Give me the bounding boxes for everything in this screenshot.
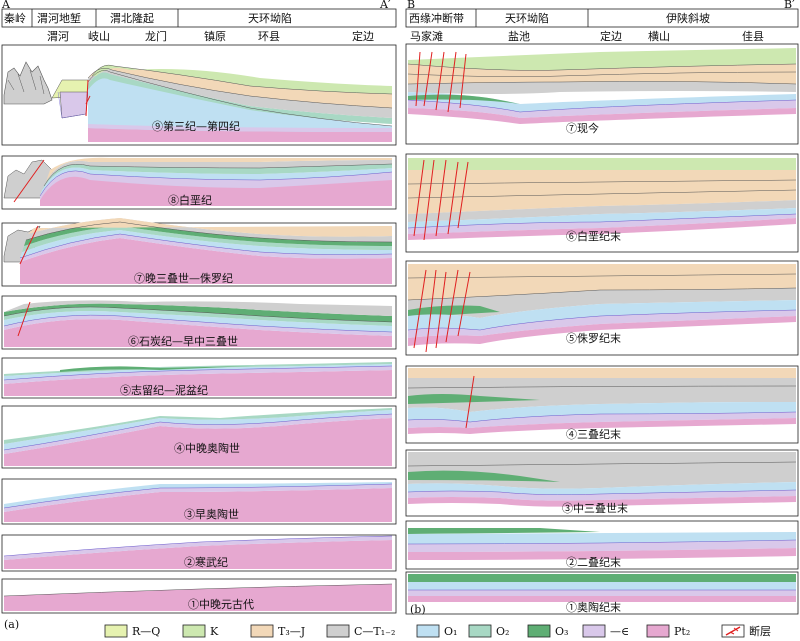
stage-label-left-5: ⑤志留纪—泥盆纪 bbox=[120, 383, 208, 397]
right-place-names: 马家滩 盐池 定边 横山 佳县 bbox=[410, 29, 764, 43]
legend-label: T₃—J bbox=[278, 625, 305, 638]
legend-label: O₂ bbox=[496, 625, 509, 638]
left-region-label: 天环坳陷 bbox=[248, 11, 292, 25]
right-panel-7: ⑦现今 bbox=[405, 43, 799, 145]
place-label: 马家滩 bbox=[410, 29, 443, 43]
legend-label: C—T₁₋₂ bbox=[354, 625, 395, 638]
legend: R—Q K T₃—J C—T₁₋₂ O₁ O₂ O₃ —∈ Pt₂ 断层 bbox=[104, 624, 771, 638]
left-panel-8: ⑧白垩纪 bbox=[1, 155, 397, 210]
left-corner-end: A′ bbox=[379, 0, 391, 11]
left-panel-2: ②寒武纪 bbox=[1, 534, 397, 572]
right-region-label: 天环坳陷 bbox=[505, 11, 549, 25]
left-panel-5: ⑤志留纪—泥盆纪 bbox=[1, 357, 397, 399]
legend-label: K bbox=[210, 625, 219, 638]
place-label: 定边 bbox=[600, 29, 622, 43]
legend-label: Pt₂ bbox=[674, 625, 690, 638]
panel-label-b: (b) bbox=[410, 603, 426, 616]
right-panel-3: ③中三叠世末 bbox=[405, 449, 799, 517]
stage-label-left-9: ⑨第三纪—第四纪 bbox=[152, 119, 240, 133]
left-region-label: 秦岭 bbox=[4, 11, 26, 25]
fault-symbol bbox=[725, 626, 741, 636]
stage-label-left-2: ②寒武纪 bbox=[184, 555, 228, 569]
place-label: 环县 bbox=[258, 30, 280, 43]
right-panel-4: ④三叠纪末 bbox=[405, 365, 799, 444]
left-panel-1: ①中晚元古代 (a) bbox=[1, 578, 397, 631]
right-panel-2: ②二叠纪末 bbox=[405, 520, 799, 570]
left-region-label: 渭河地堑 bbox=[37, 11, 81, 25]
right-panel-6: ⑥白垩纪末 bbox=[405, 153, 799, 253]
left-corner-start: A bbox=[1, 0, 11, 11]
legend-swatch bbox=[646, 624, 670, 638]
stage-label-left-4: ④中晚奥陶世 bbox=[174, 441, 240, 455]
place-label: 佳县 bbox=[742, 29, 764, 43]
left-place-names: 渭河 岐山 龙门 镇原 环县 定边 bbox=[47, 29, 374, 43]
place-label: 镇原 bbox=[204, 29, 226, 43]
left-panel-9: ⑨第三纪—第四纪 bbox=[1, 44, 397, 146]
left-panel-7: ⑦晚三叠世—侏罗纪 bbox=[1, 218, 397, 287]
stage-label-left-7: ⑦晚三叠世—侏罗纪 bbox=[134, 272, 233, 285]
left-header: A A′ 秦岭 渭河地堑 渭北隆起 天环坳陷 bbox=[1, 0, 397, 28]
right-region-label: 西缘冲断带 bbox=[409, 11, 464, 25]
left-panel-3: ③早奥陶世 bbox=[1, 478, 397, 525]
legend-swatch bbox=[250, 624, 274, 638]
place-label: 定边 bbox=[352, 29, 374, 43]
legend-label: O₁ bbox=[444, 625, 457, 638]
stage-label-right-4: ④三叠纪末 bbox=[566, 427, 621, 441]
place-label: 盐池 bbox=[508, 30, 530, 43]
legend-swatch bbox=[104, 624, 128, 638]
legend-label: —∈ bbox=[610, 625, 629, 638]
legend-swatch bbox=[527, 624, 551, 638]
fault-arrow bbox=[729, 627, 739, 635]
stage-label-left-1: ①中晚元古代 bbox=[188, 598, 254, 611]
stage-label-left-6: ⑥石炭纪—早中三叠世 bbox=[128, 335, 238, 348]
legend-swatch bbox=[582, 624, 606, 638]
legend-swatch bbox=[326, 624, 350, 638]
left-panel-6: ⑥石炭纪—早中三叠世 bbox=[1, 295, 397, 350]
legend-label: R—Q bbox=[132, 625, 160, 638]
panel-label-a: (a) bbox=[4, 618, 19, 631]
stage-label-left-8: ⑧白垩纪 bbox=[168, 193, 212, 207]
stage-label-left-3: ③早奥陶世 bbox=[184, 507, 239, 521]
stage-label-right-5: ⑤侏罗纪末 bbox=[566, 331, 621, 345]
stage-label-right-2: ②二叠纪末 bbox=[566, 555, 621, 569]
left-region-label: 渭北隆起 bbox=[110, 11, 154, 25]
left-panel-4: ④中晚奥陶世 bbox=[1, 405, 397, 469]
stage-label-right-1: ①奥陶纪末 bbox=[566, 600, 621, 614]
place-label: 渭河 bbox=[47, 30, 69, 43]
legend-swatch bbox=[416, 624, 440, 638]
right-header: B B′ 西缘冲断带 天环坳陷 伊陕斜坡 bbox=[405, 0, 799, 28]
right-corner-start: B bbox=[407, 0, 415, 11]
legend-label: 断层 bbox=[749, 624, 771, 638]
place-label: 龙门 bbox=[145, 29, 167, 43]
legend-swatch bbox=[182, 624, 206, 638]
stage-label-right-6: ⑥白垩纪末 bbox=[566, 229, 621, 243]
right-panel-1: ①奥陶纪末 (b) bbox=[405, 571, 799, 616]
legend-label: O₃ bbox=[555, 625, 568, 638]
right-region-label: 伊陕斜坡 bbox=[666, 11, 710, 25]
place-label: 岐山 bbox=[88, 30, 110, 43]
place-label: 横山 bbox=[648, 29, 670, 43]
legend-swatch bbox=[468, 624, 492, 638]
right-panel-5: ⑤侏罗纪末 bbox=[405, 260, 799, 356]
stage-label-right-3: ③中三叠世末 bbox=[562, 501, 628, 515]
right-corner-end: B′ bbox=[784, 0, 795, 11]
stage-label-right-7: ⑦现今 bbox=[566, 121, 599, 135]
